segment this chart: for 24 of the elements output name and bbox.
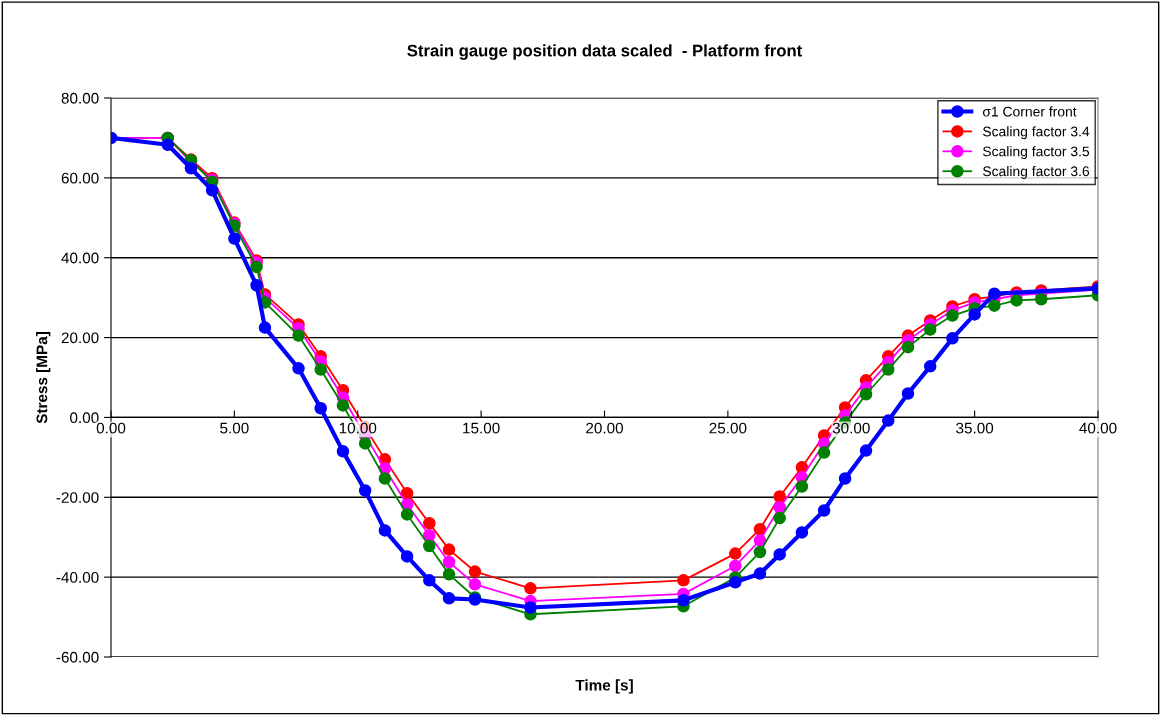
x-tick-label: 15.00 <box>463 422 500 434</box>
y-tick-label: 80.00 <box>61 92 99 104</box>
x-tick-label: 10.00 <box>339 422 377 434</box>
y-axis-title: Stress [MPa] <box>36 332 51 424</box>
y-tick-label: -60.00 <box>56 651 99 663</box>
x-tick-label: 25.00 <box>709 422 747 434</box>
legend-label: Scaling factor 3.5 <box>982 146 1090 160</box>
x-axis-title: Time [s] <box>575 679 633 694</box>
y-tick-label: 0.00 <box>70 412 99 424</box>
x-tick-label: 30.00 <box>832 422 870 434</box>
x-tick-label: 35.00 <box>956 422 994 434</box>
x-tick-label: 20.00 <box>586 422 624 434</box>
chart-title: Strain gauge position data scaled - Platform front <box>407 44 803 60</box>
y-tick-label: 40.00 <box>61 252 99 264</box>
x-tick-label: 40.00 <box>1079 422 1117 434</box>
y-tick-label: 20.00 <box>61 332 99 344</box>
legend-label: Scaling factor 3.4 <box>982 126 1090 140</box>
y-tick-label: -20.00 <box>56 492 99 503</box>
x-tick-label: 0.00 <box>96 422 126 434</box>
legend-label: Scaling factor 3.6 <box>982 166 1090 179</box>
y-tick-label: -40.00 <box>56 572 99 583</box>
y-tick-label: 60.00 <box>61 172 99 184</box>
legend-label: σ1 Corner front <box>982 106 1077 117</box>
x-tick-label: 5.00 <box>220 422 249 434</box>
